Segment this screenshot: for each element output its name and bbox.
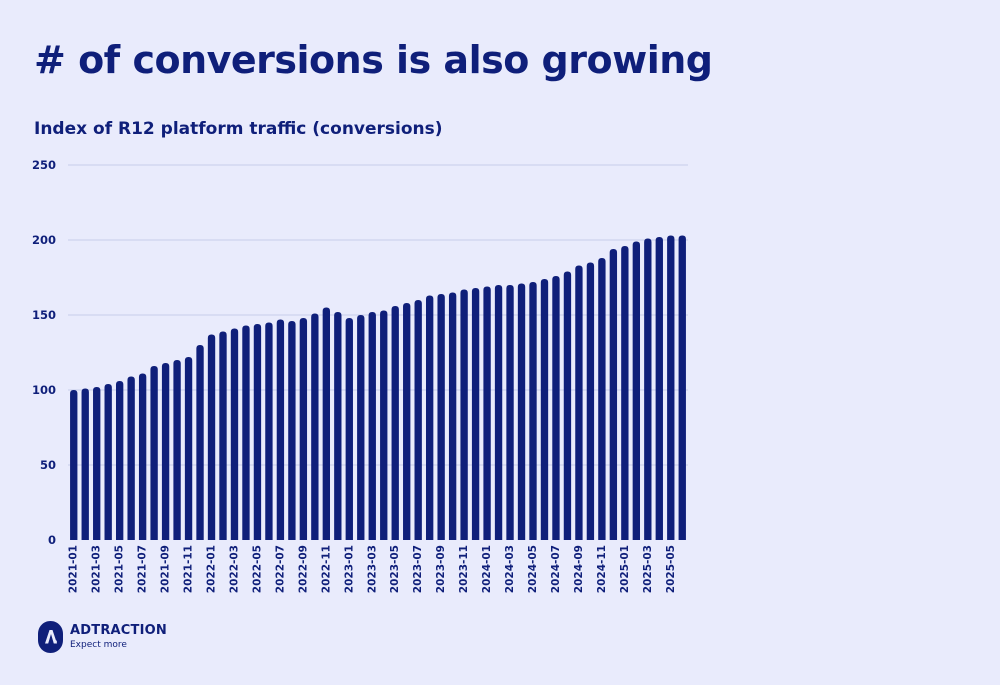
bar-2021-10 [173,360,181,540]
x-axis-tick-labels: 2021-01 2021-03 2021-05 2021-07 2021-09 2021-… [68,545,677,593]
x-tick-label: 2023-03 [366,545,378,593]
bar-2021-03 [93,387,101,540]
bar-2024-01 [483,286,491,540]
bar-2021-05 [115,381,124,540]
bar-2025-01 [621,246,629,540]
x-tick-label: 2025-01 [619,545,631,593]
y-tick-label: 250 [32,158,56,172]
bar-2021-12 [196,345,204,540]
bar-2024-07 [552,276,560,540]
x-tick-label: 2025-05 [665,545,677,593]
x-tick-label: 2023-07 [412,545,424,593]
x-tick-label: 2023-05 [389,545,401,593]
x-tick-label: 2024-05 [527,545,539,593]
bar-2025-06 [678,235,686,540]
x-tick-label: 2021-07 [137,545,149,593]
bar-2025-05 [667,235,675,540]
x-tick-label: 2025-03 [642,545,654,593]
bar-2021-09 [161,363,170,540]
bars [70,235,686,540]
bar-2023-12 [471,288,480,540]
bar-2021-08 [150,366,158,540]
y-tick-label: 0 [48,533,56,547]
bar-2021-07 [138,373,147,540]
bar-2024-03 [506,285,514,540]
bar-2025-04 [655,237,663,540]
y-tick-label: 150 [32,308,56,322]
x-tick-label: 2022-01 [206,545,218,593]
bar-2024-04 [517,283,526,540]
bar-2024-11 [598,258,606,540]
bar-2024-08 [563,271,572,540]
bar-2023-03 [368,312,376,540]
x-tick-label: 2022-07 [274,545,286,593]
x-tick-label: 2022-05 [251,545,263,593]
bar-2021-02 [81,388,89,540]
bar-2024-10 [586,262,595,540]
bar-2022-09 [299,318,308,540]
y-tick-label: 200 [32,233,56,247]
x-tick-label: 2023-11 [458,545,470,593]
bar-2021-04 [104,384,112,540]
x-tick-label: 2024-01 [481,545,493,593]
bar-2022-02 [219,331,227,540]
adtraction-logo-icon [38,621,63,653]
bar-2024-02 [494,285,503,540]
bar-2023-01 [345,318,353,540]
bar-2024-06 [540,279,549,540]
slide-title: # of conversions is also growing [34,38,713,82]
brand-tagline: Expect more [70,640,127,650]
bar-2025-03 [644,238,652,540]
gridlines [68,164,688,466]
x-tick-label: 2022-11 [320,545,332,593]
x-tick-label: 2021-09 [160,545,172,593]
bar-2023-09 [437,294,445,540]
brand-footer: ADTRACTION Expect more [38,620,167,654]
bar-2022-08 [288,321,296,540]
bar-2022-01 [207,334,216,540]
chart-title: Index of R12 platform traffic (conversio… [34,119,443,139]
brand-name: ADTRACTION [70,623,167,638]
x-tick-label: 2023-09 [435,545,447,593]
bar-2023-08 [425,295,434,540]
bar-2022-11 [322,307,331,540]
bar-2023-02 [357,315,365,540]
y-tick-label: 50 [40,458,56,472]
x-tick-label: 2022-09 [297,545,309,593]
bar-2021-01 [70,390,78,540]
bar-2023-06 [403,303,411,540]
x-tick-label: 2021-03 [91,545,103,593]
bar-2023-07 [414,300,422,540]
bar-2022-10 [311,313,319,540]
bar-2021-06 [127,376,135,540]
bar-2022-06 [265,322,273,540]
bar-2022-04 [242,325,250,540]
x-tick-label: 2024-09 [573,545,585,593]
bar-2023-05 [391,306,399,540]
x-tick-label: 2021-01 [68,545,80,593]
bar-2024-12 [609,249,618,540]
bar-2021-11 [184,357,193,540]
x-tick-label: 2024-07 [550,545,562,593]
bar-2023-04 [380,310,388,540]
x-tick-label: 2021-11 [183,545,195,593]
bar-2022-03 [230,328,239,540]
bar-2024-09 [575,265,583,540]
bar-2023-10 [448,292,457,540]
y-tick-label: 100 [32,383,56,397]
bar-2022-05 [253,324,262,540]
x-tick-label: 2022-03 [228,545,240,593]
x-tick-label: 2023-01 [343,545,355,593]
bar-2022-12 [334,312,342,540]
bar-2023-11 [460,289,468,540]
x-tick-label: 2024-03 [504,545,516,593]
bar-2022-07 [276,319,285,540]
bar-2025-02 [632,241,641,540]
x-tick-label: 2021-05 [114,545,126,593]
bar-2024-05 [529,282,537,540]
x-tick-label: 2024-11 [596,545,608,593]
y-axis-tick-labels: 0 50 100 150 200 250 [32,158,56,547]
